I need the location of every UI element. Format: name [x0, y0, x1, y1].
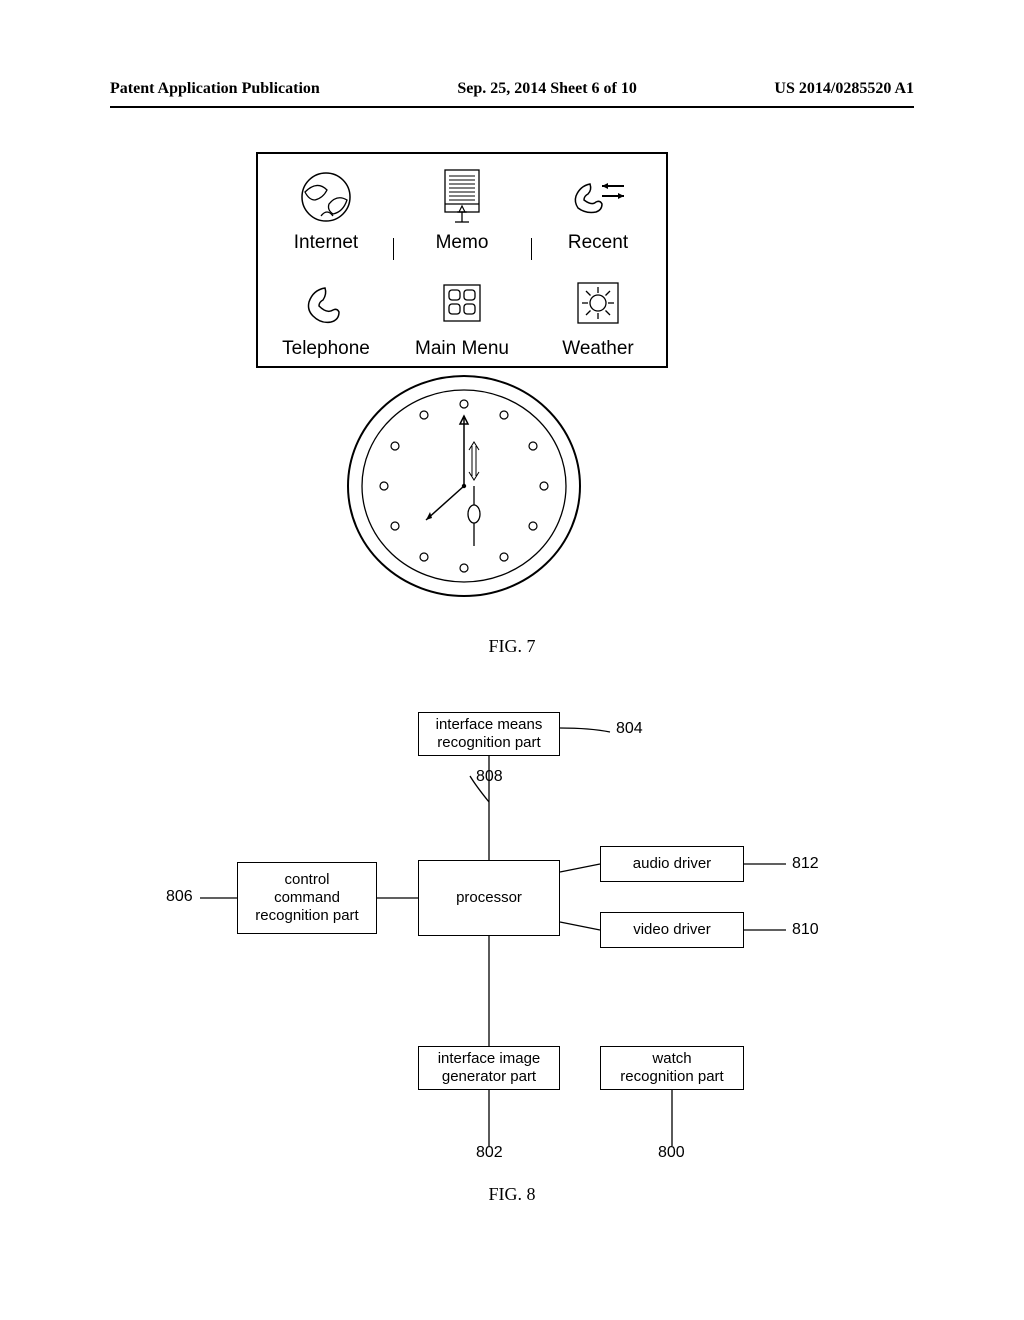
header-rule [110, 106, 914, 108]
menu-cell-mainmenu: Main Menu [394, 260, 530, 366]
ref-800: 800 [658, 1144, 685, 1162]
fig8-label: FIG. 8 [0, 1184, 1024, 1205]
menu-label-weather: Weather [562, 338, 633, 360]
mainmenu-icon [435, 274, 489, 332]
menu-cell-memo: Memo [394, 154, 530, 260]
fig7-label: FIG. 7 [0, 636, 1024, 657]
ref-804: 804 [616, 720, 643, 738]
menu-cell-weather: Weather [530, 260, 666, 366]
ref-812: 812 [792, 855, 819, 873]
phone-icon [299, 274, 353, 332]
menu-label-mainmenu: Main Menu [415, 338, 509, 360]
memo-icon [435, 168, 489, 226]
ref-802: 802 [476, 1144, 503, 1162]
menu-label-recent: Recent [568, 232, 628, 254]
fig8-connectors [0, 712, 1024, 1152]
page-header: Patent Application Publication Sep. 25, … [110, 80, 914, 98]
menu-cell-internet: Internet [258, 154, 394, 260]
recent-icon [566, 168, 630, 226]
menu-label-internet: Internet [294, 232, 358, 254]
ref-808: 808 [476, 768, 503, 786]
menu-label-memo: Memo [436, 232, 489, 254]
header-center: Sep. 25, 2014 Sheet 6 of 10 [457, 80, 637, 98]
fig7-menu-divider-1 [393, 238, 394, 260]
fig7-menu-grid: Internet Memo [256, 152, 668, 368]
header-right: US 2014/0285520 A1 [774, 80, 914, 98]
ref-810: 810 [792, 921, 819, 939]
fig8-diagram: interface meansrecognition part controlc… [0, 712, 1024, 1152]
header-left: Patent Application Publication [110, 80, 320, 98]
ref-806: 806 [166, 888, 193, 906]
sun-icon [571, 274, 625, 332]
fig7-watch [346, 368, 582, 604]
menu-cell-recent: Recent [530, 154, 666, 260]
fig7-menu-divider-2 [531, 238, 532, 260]
menu-cell-telephone: Telephone [258, 260, 394, 366]
menu-label-telephone: Telephone [282, 338, 370, 360]
globe-icon [299, 168, 353, 226]
